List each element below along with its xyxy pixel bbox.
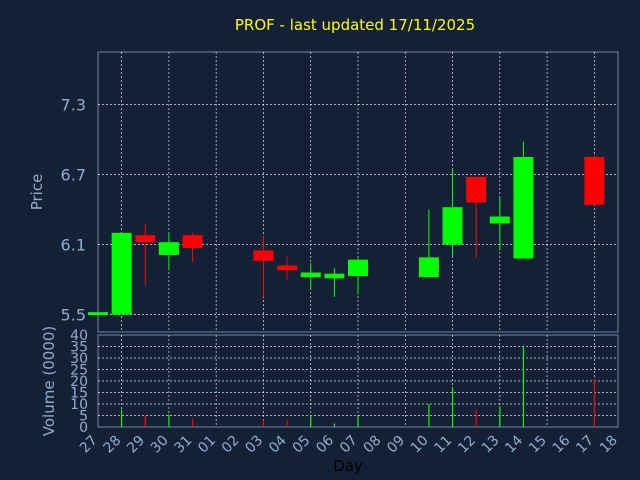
candle-body [88,312,108,316]
volume-bar [357,416,359,427]
candle-body [277,265,298,271]
day-tick-label: 18 [597,433,621,457]
volume-bar [428,404,430,427]
volume-tick-label: 5 [79,409,88,425]
day-tick-label: 12 [455,433,479,457]
volume-bar [121,409,123,427]
candle-body [324,273,345,279]
price-tick-label: 7.3 [61,96,86,115]
price-tick-label: 6.7 [61,166,86,185]
candle-body [158,242,179,255]
candle-body [253,250,274,261]
candle-body [584,157,605,205]
day-tick-label: 11 [431,433,455,457]
volume-tick-label: 15 [70,386,88,402]
volume-tick-label: 35 [70,340,88,356]
volume-bar [191,418,194,427]
volume-tick-label: 20 [70,374,88,390]
price-axis-label: Price [28,174,46,211]
candle-body [300,272,321,278]
volume-bar [475,409,477,427]
chart-title: PROF - last updated 17/11/2025 [235,16,475,34]
day-tick-label: 09 [384,433,408,457]
candle-body [348,259,368,276]
volume-bar [451,387,454,427]
day-tick-label: 15 [526,433,550,457]
candle-body [111,232,132,315]
candle-body [489,216,510,224]
day-tick-label: 07 [337,433,361,457]
candle-body [513,157,534,259]
volume-tick-label: 0 [79,420,88,436]
candle-body [182,235,203,248]
day-tick-label: 31 [171,433,195,457]
day-tick-label: 17 [573,433,597,457]
price-tick-label: 6.1 [61,236,86,255]
day-axis-label: Day [333,457,363,475]
volume-bar [522,346,525,427]
candle-body [466,176,487,203]
day-tick-label: 16 [550,432,574,456]
day-tick-label: 02 [219,433,243,457]
day-tick-label: 01 [195,433,219,457]
day-tick-label: 30 [148,433,172,457]
candle-body [442,207,463,245]
volume-bar [499,406,501,427]
volume-bar [168,414,170,427]
candle-body [135,235,156,243]
volume-tick-label: 10 [70,397,88,413]
volume-bar [333,423,335,427]
day-tick-label: 14 [502,432,526,456]
volume-bar [310,415,312,427]
volume-axis-label: Volume (0000) [40,326,58,436]
day-tick-label: 08 [361,433,385,457]
volume-tick-label: 30 [70,351,88,367]
day-tick-label: 13 [479,433,503,457]
day-tick-label: 10 [408,433,432,457]
day-tick-label: 29 [124,433,148,457]
candle-body [418,257,439,278]
volume-tick-label: 25 [70,363,88,379]
day-tick-label: 04 [266,432,290,456]
volume-bar [262,420,265,427]
day-tick-label: 05 [290,433,314,457]
day-tick-label: 28 [101,433,125,457]
day-tick-label: 06 [313,432,337,456]
price-tick-label: 5.5 [61,306,86,325]
day-tick-label: 27 [77,433,101,457]
volume-bar [286,420,288,427]
day-tick-label: 03 [242,433,266,457]
volume-bar [593,378,595,427]
volume-tick-label: 40 [70,328,88,344]
volume-bar [144,415,146,427]
